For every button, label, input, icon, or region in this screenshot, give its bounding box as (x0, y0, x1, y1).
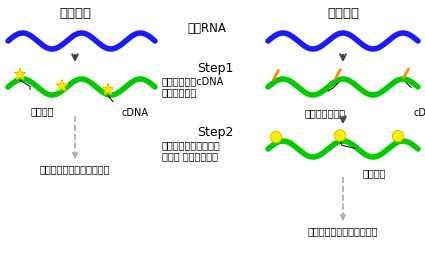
Text: ハイブリダイゼーションへ: ハイブリダイゼーションへ (308, 226, 378, 236)
Text: 蛍光物質: 蛍光物質 (363, 168, 386, 178)
Text: cDNA: cDNA (414, 108, 425, 118)
Text: アミノアリル基に蛍光
物質を 反応させます: アミノアリル基に蛍光 物質を 反応させます (162, 140, 221, 162)
Text: アミノアリル基: アミノアリル基 (304, 108, 346, 118)
Text: 鋳型RNA: 鋳型RNA (187, 22, 227, 35)
Text: 間接標識: 間接標識 (327, 7, 359, 20)
Text: cDNA: cDNA (122, 108, 149, 118)
Polygon shape (14, 68, 26, 79)
Text: Step2: Step2 (197, 126, 233, 139)
Polygon shape (102, 84, 114, 95)
Text: 蛍光物質: 蛍光物質 (30, 106, 54, 116)
Polygon shape (56, 80, 68, 91)
Text: 直接標識: 直接標識 (59, 7, 91, 20)
Circle shape (334, 130, 346, 141)
Text: ハイブリダイゼーションへ: ハイブリダイゼーションへ (40, 164, 110, 174)
Circle shape (393, 131, 403, 142)
Text: 逆転写酵素でcDNA
を合成します: 逆転写酵素でcDNA を合成します (162, 76, 224, 98)
Text: Step1: Step1 (197, 62, 233, 75)
Circle shape (270, 132, 281, 142)
